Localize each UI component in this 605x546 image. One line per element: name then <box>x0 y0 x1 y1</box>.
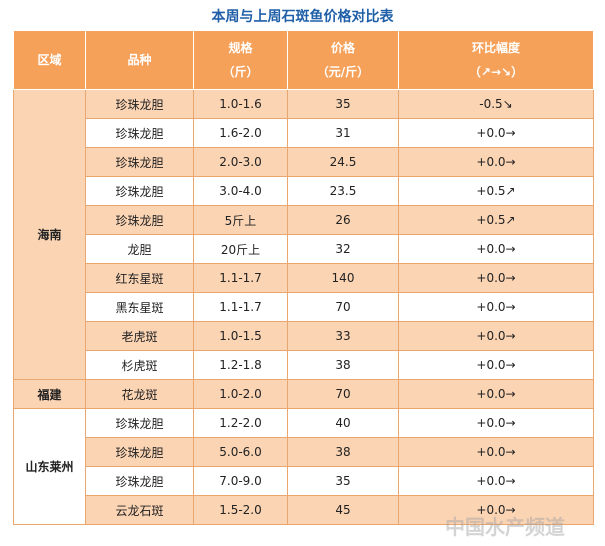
table-row: 珍珠龙胆 2.0-3.0 24.5 +0.0→ <box>14 147 594 177</box>
cell: 7.0-9.0 <box>193 466 288 496</box>
cell: +0.0→ <box>398 321 594 351</box>
cell: 1.1-1.7 <box>193 292 288 322</box>
region-cell: 山东莱州 <box>13 408 86 525</box>
cell: 杉虎斑 <box>85 350 194 380</box>
cell: 1.0-2.0 <box>193 379 288 409</box>
cell: 5斤上 <box>193 205 288 235</box>
cell: +0.0→ <box>398 437 594 467</box>
cell: +0.0→ <box>398 408 594 438</box>
cell: +0.0→ <box>398 466 594 496</box>
cell: 40 <box>287 408 399 438</box>
table-row: 福建 花龙斑 1.0-2.0 70 +0.0→ <box>13 379 594 409</box>
cell: 1.1-1.7 <box>193 263 288 293</box>
cell: 70 <box>287 292 399 322</box>
cell: 5.0-6.0 <box>193 437 288 467</box>
column-header: 区域 <box>13 30 86 90</box>
table-row: 珍珠龙胆 5.0-6.0 38 +0.0→ <box>14 437 594 467</box>
cell: +0.0→ <box>398 118 594 148</box>
column-header: 规格 （斤） <box>193 30 288 90</box>
table-row: 海南 珍珠龙胆 1.0-1.6 35 -0.5↘ <box>13 89 594 380</box>
cell: 26 <box>287 205 399 235</box>
price-table: 区域 品种 规格 （斤） 价格 （元/斤） 环比幅度 （↗→↘） 海南 珍珠龙胆 1.0-1.6 3… <box>13 30 594 525</box>
cell: 1.5-2.0 <box>193 495 288 525</box>
cell: +0.0→ <box>398 350 594 380</box>
column-header: 环比幅度 （↗→↘） <box>398 30 594 90</box>
cell: 龙胆 <box>85 234 194 264</box>
cell: +0.0→ <box>398 147 594 177</box>
table-row: 龙胆 20斤上 32 +0.0→ <box>14 234 594 264</box>
cell: 1.6-2.0 <box>193 118 288 148</box>
cell: 珍珠龙胆 <box>85 176 194 206</box>
cell: 珍珠龙胆 <box>85 89 194 119</box>
table-row: 云龙石斑 1.5-2.0 45 +0.0→ <box>14 495 594 525</box>
cell: +0.0→ <box>398 379 594 409</box>
cell: 38 <box>287 437 399 467</box>
cell: 1.0-1.6 <box>193 89 288 119</box>
cell: 珍珠龙胆 <box>85 118 194 148</box>
header-line: （↗→↘） <box>468 65 524 79</box>
cell: 珍珠龙胆 <box>85 437 194 467</box>
cell: +0.0→ <box>398 495 594 525</box>
cell: 35 <box>287 89 399 119</box>
region-cell: 福建 <box>13 379 86 409</box>
cell: 1.2-1.8 <box>193 350 288 380</box>
cell: 24.5 <box>287 147 399 177</box>
table-row: 老虎斑 1.0-1.5 33 +0.0→ <box>14 321 594 351</box>
header-line: 环比幅度 <box>471 41 520 55</box>
cell: 3.0-4.0 <box>193 176 288 206</box>
cell: 老虎斑 <box>85 321 194 351</box>
cell: 23.5 <box>287 176 399 206</box>
cell: 32 <box>287 234 399 264</box>
header-line: 区域 <box>37 53 62 67</box>
cell: 花龙斑 <box>85 379 194 409</box>
cell: 1.0-1.5 <box>193 321 288 351</box>
cell: 33 <box>287 321 399 351</box>
table-row: 山东莱州 珍珠龙胆 1.2-2.0 40 +0.0→ <box>13 408 594 525</box>
cell: 70 <box>287 379 399 409</box>
cell: 珍珠龙胆 <box>85 408 194 438</box>
cell: 140 <box>287 263 399 293</box>
cell: 珍珠龙胆 <box>85 147 194 177</box>
region-cell: 海南 <box>13 89 86 380</box>
table-row: 珍珠龙胆 3.0-4.0 23.5 +0.5↗ <box>14 176 594 206</box>
table-title: 本周与上周石斑鱼价格对比表 <box>211 9 394 25</box>
cell: +0.0→ <box>398 234 594 264</box>
watermark: 中国水产频道 <box>445 515 565 539</box>
cell: 2.0-3.0 <box>193 147 288 177</box>
cell: 38 <box>287 350 399 380</box>
column-header: 品种 <box>85 30 194 90</box>
cell: 35 <box>287 466 399 496</box>
cell: +0.5↗ <box>398 205 594 235</box>
header-line: 品种 <box>127 53 152 67</box>
cell: 珍珠龙胆 <box>85 466 194 496</box>
header-line: （元/斤） <box>316 65 370 79</box>
table-row: 红东星斑 1.1-1.7 140 +0.0→ <box>14 263 594 293</box>
cell: 31 <box>287 118 399 148</box>
table-row: 珍珠龙胆 1.6-2.0 31 +0.0→ <box>14 118 594 148</box>
cell: 珍珠龙胆 <box>85 205 194 235</box>
cell: +0.5↗ <box>398 176 594 206</box>
cell: 1.2-2.0 <box>193 408 288 438</box>
header-row: 区域 品种 规格 （斤） 价格 （元/斤） 环比幅度 （↗→↘） <box>13 30 594 90</box>
cell: 20斤上 <box>193 234 288 264</box>
table-row: 杉虎斑 1.2-1.8 38 +0.0→ <box>14 350 594 380</box>
cell: +0.0→ <box>398 263 594 293</box>
cell: 黑东星斑 <box>85 292 194 322</box>
header-line: 规格 <box>228 41 253 55</box>
table-row: 黑东星斑 1.1-1.7 70 +0.0→ <box>14 292 594 322</box>
cell: 45 <box>287 495 399 525</box>
table-row: 珍珠龙胆 7.0-9.0 35 +0.0→ <box>14 466 594 496</box>
cell: +0.0→ <box>398 292 594 322</box>
header-line: （斤） <box>222 65 259 79</box>
header-line: 价格 <box>330 41 355 55</box>
cell: 云龙石斑 <box>85 495 194 525</box>
cell: 红东星斑 <box>85 263 194 293</box>
column-header: 价格 （元/斤） <box>287 30 399 90</box>
table-row: 珍珠龙胆 5斤上 26 +0.5↗ <box>14 205 594 235</box>
cell: -0.5↘ <box>398 89 594 119</box>
